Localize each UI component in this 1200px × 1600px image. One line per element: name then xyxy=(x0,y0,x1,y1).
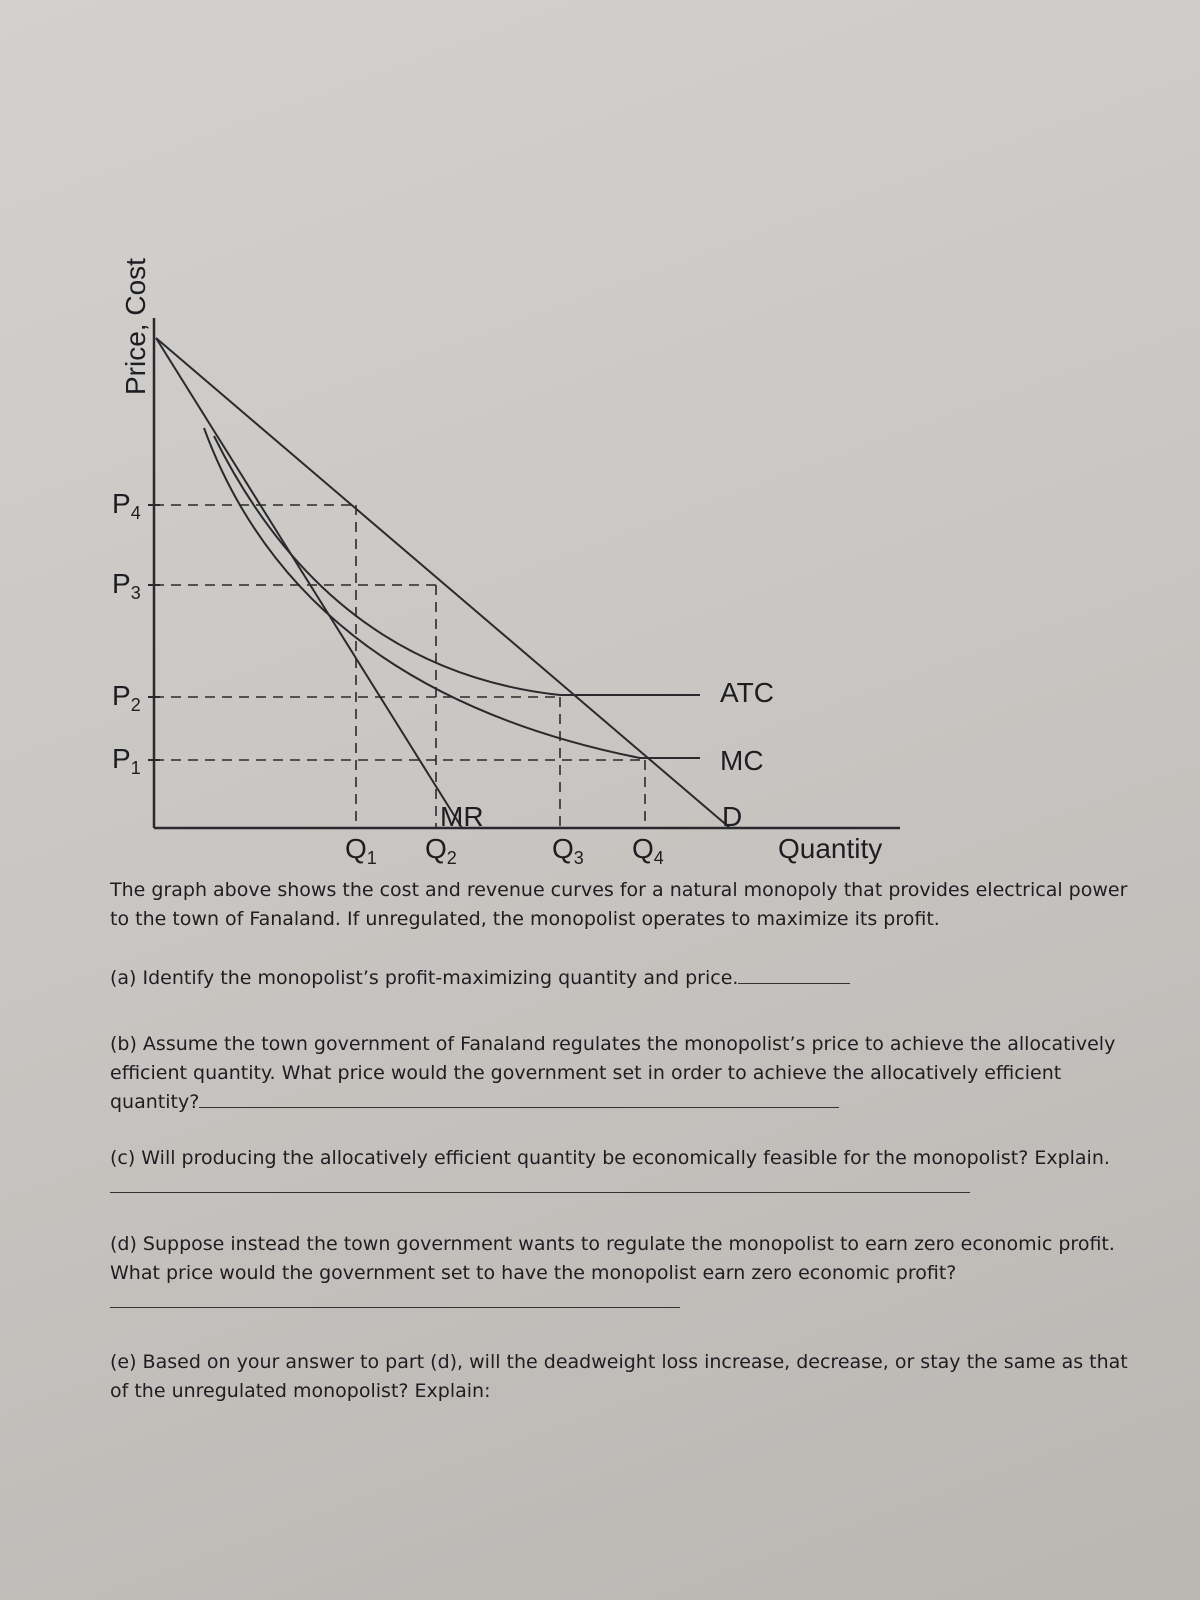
label-base: Q xyxy=(345,833,367,864)
y-axis-label: Price, Cost xyxy=(120,258,151,395)
question-text: (a) Identify the monopolist’s profit-max… xyxy=(110,967,739,989)
atc-label: ATC xyxy=(720,677,774,708)
label-subscript: 2 xyxy=(131,695,141,715)
answer-blank[interactable] xyxy=(199,1106,840,1108)
label-subscript: 3 xyxy=(574,848,584,868)
price-label: P2 xyxy=(112,680,141,715)
quantity-label: Q4 xyxy=(632,833,664,868)
mr-curve xyxy=(155,337,463,829)
graph: Price, Cost Quantity ATC MC D MR P4P3P2P… xyxy=(112,258,900,868)
label-base: P xyxy=(112,488,131,519)
question-text: (c) Will producing the allocatively effi… xyxy=(110,1147,1110,1169)
question-e: (e) Based on your answer to part (d), wi… xyxy=(110,1348,1150,1406)
question-b: (b) Assume the town government of Fanala… xyxy=(110,1030,1150,1117)
question-a: (a) Identify the monopolist’s profit-max… xyxy=(110,964,1150,993)
answer-blank[interactable] xyxy=(738,982,851,984)
price-label: P4 xyxy=(112,488,141,523)
label-subscript: 4 xyxy=(131,503,141,523)
label-base: Q xyxy=(552,833,574,864)
answer-blank[interactable] xyxy=(110,1306,680,1308)
question-text: (e) Based on your answer to part (d), wi… xyxy=(110,1351,1128,1402)
quantity-label: Q3 xyxy=(552,833,584,868)
label-base: P xyxy=(112,680,131,711)
label-subscript: 1 xyxy=(367,848,377,868)
label-base: P xyxy=(112,568,131,599)
label-subscript: 1 xyxy=(131,758,141,778)
label-subscript: 4 xyxy=(654,848,664,868)
intro: The graph above shows the cost and reven… xyxy=(110,879,1128,930)
price-label: P1 xyxy=(112,743,141,778)
mc-label: MC xyxy=(720,745,764,776)
question-c: (c) Will producing the allocatively effi… xyxy=(110,1144,1150,1202)
quantity-label: Q2 xyxy=(425,833,457,868)
demand-curve xyxy=(155,337,731,829)
label-subscript: 3 xyxy=(131,583,141,603)
mc-curve xyxy=(203,427,700,759)
label-base: Q xyxy=(425,833,447,864)
atc-curve xyxy=(213,435,700,696)
label-subscript: 2 xyxy=(447,848,457,868)
label-base: Q xyxy=(632,833,654,864)
label-base: P xyxy=(112,743,131,774)
quantity-label: Q1 xyxy=(345,833,377,868)
guide-lines xyxy=(154,504,646,828)
question-d: (d) Suppose instead the town government … xyxy=(110,1230,1150,1317)
question-text: (d) Suppose instead the town government … xyxy=(110,1233,1115,1284)
price-label: P3 xyxy=(112,568,141,603)
answer-blank[interactable] xyxy=(110,1191,970,1193)
mr-label: MR xyxy=(440,801,484,832)
d-label: D xyxy=(722,801,742,832)
question-text: (b) Assume the town government of Fanala… xyxy=(110,1033,1116,1113)
x-axis-label: Quantity xyxy=(778,833,882,864)
